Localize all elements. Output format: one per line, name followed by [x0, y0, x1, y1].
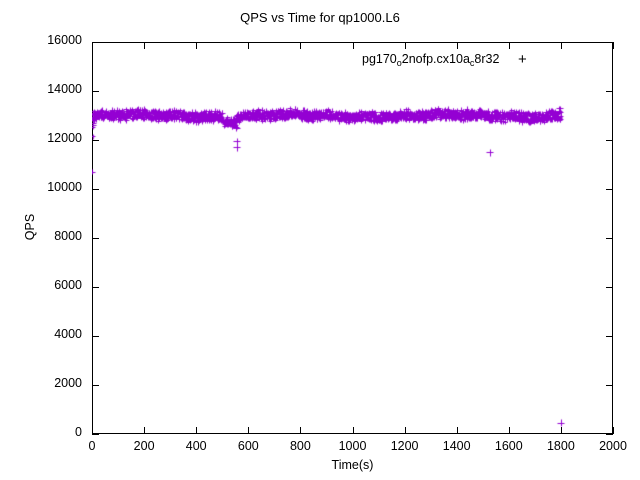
x-tick-mark-top: [92, 42, 93, 49]
y-tick-mark-right: [606, 189, 613, 190]
y-tick-mark: [92, 287, 99, 288]
y-tick-mark-right: [606, 238, 613, 239]
x-tick-mark-top: [613, 42, 614, 49]
x-tick-mark-top: [196, 42, 198, 49]
x-tick-mark: [613, 427, 614, 434]
y-tick-mark-right: [606, 42, 613, 43]
x-tick-mark-top: [352, 42, 354, 49]
y-tick-mark-right: [606, 434, 613, 435]
x-tick-mark: [92, 427, 93, 434]
y-axis-title: QPS: [23, 213, 37, 241]
x-tick-mark-top: [248, 42, 250, 49]
y-tick-mark-right: [606, 287, 613, 288]
x-tick-mark: [300, 427, 302, 434]
x-tick-mark: [352, 427, 354, 434]
x-tick-mark: [560, 427, 562, 434]
y-tick-mark-right: [606, 140, 613, 141]
legend: pg170o2nofp.cx10ac8r32 +: [362, 50, 545, 69]
y-tick-mark: [92, 336, 99, 337]
x-tick-mark-top: [300, 42, 302, 49]
x-tick-mark-top: [508, 42, 510, 49]
y-tick-mark: [92, 238, 99, 239]
x-tick-mark-top: [144, 42, 146, 49]
x-tick-mark: [456, 427, 458, 434]
y-tick-mark: [92, 434, 99, 435]
y-tick-mark: [92, 42, 99, 43]
x-tick-mark: [144, 427, 146, 434]
y-tick-mark-right: [606, 91, 613, 92]
x-tick-mark-top: [456, 42, 458, 49]
y-tick-mark: [92, 189, 99, 190]
x-axis-title: Time(s): [331, 458, 374, 472]
x-tick-mark: [196, 427, 198, 434]
x-tick-mark: [404, 427, 406, 434]
legend-marker-plus-icon: +: [518, 50, 527, 68]
x-tick-mark: [248, 427, 250, 434]
chart-title: QPS vs Time for qp1000.L6: [240, 10, 400, 25]
plot-data-area: [92, 42, 613, 434]
legend-entry-label: pg170o2nofp.cx10ac8r32: [362, 52, 500, 68]
x-tick-mark-top: [404, 42, 406, 49]
y-tick-mark: [92, 385, 99, 386]
y-tick-mark: [92, 140, 99, 141]
y-tick-mark-right: [606, 336, 613, 337]
x-tick-mark: [508, 427, 510, 434]
y-tick-mark: [92, 91, 99, 92]
x-tick-mark-top: [560, 42, 562, 49]
y-tick-mark-right: [606, 385, 613, 386]
